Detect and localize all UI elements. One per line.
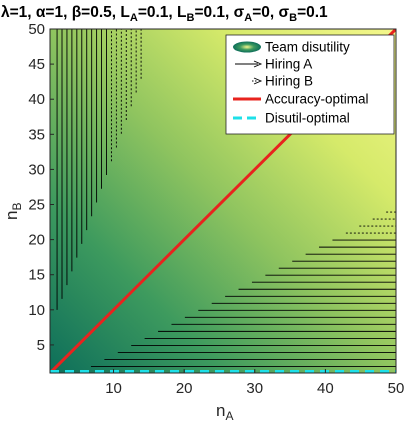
svg-text:nB: nB [2, 203, 24, 220]
title-subscript: A [244, 12, 252, 24]
y-tick-label: 35 [28, 126, 45, 143]
x-tick-label: 40 [317, 380, 334, 397]
x-tick-label: 20 [176, 380, 193, 397]
x-axis-label: nA [216, 401, 233, 423]
title-text: λ=1, α=1, β=0.5, L [1, 4, 130, 21]
legend-label-disutil-optimal: Disutil-optimal [265, 111, 350, 126]
legend-arrowhead-icon [253, 60, 263, 68]
y-tick-label: 5 [37, 337, 45, 354]
legend-contour-swatch [233, 41, 261, 53]
y-tick-label: 50 [28, 21, 45, 38]
quiver-hiring-b [56, 29, 142, 310]
x-tick-label: 30 [246, 380, 263, 397]
title-text: =0, σ [252, 4, 289, 21]
legend-label-accuracy-optimal: Accuracy-optimal [265, 92, 369, 107]
x-tick-label: 50 [388, 380, 405, 397]
legend-arrowhead-icon [253, 77, 263, 85]
legend-label-hiring-a: Hiring A [265, 57, 312, 72]
chart-title: λ=1, α=1, β=0.5, LA=0.1, LB=0.1, σA=0, σ… [1, 4, 328, 24]
y-tick-label: 45 [28, 56, 45, 73]
plot-frame [49, 28, 397, 374]
y-axis: 5 10 15 20 25 30 35 40 45 50 [28, 21, 54, 354]
y-axis-label: nB [2, 203, 24, 220]
x-axis: 10 20 30 40 50 [105, 369, 404, 397]
legend-entry-accuracy-optimal: Accuracy-optimal [233, 92, 369, 107]
title-subscript: B [187, 12, 195, 24]
title-text: =0.1, L [138, 4, 187, 21]
y-tick-label: 40 [28, 91, 45, 108]
legend-label-team-disutility: Team disutility [265, 40, 350, 55]
y-tick-label: 15 [28, 267, 45, 284]
y-tick-label: 20 [28, 232, 45, 249]
title-text: =0.1 [297, 4, 328, 21]
y-tick-label: 10 [28, 302, 45, 319]
title-subscript: A [130, 12, 138, 24]
legend-entry-team-disutility: Team disutility [233, 40, 350, 55]
title-text: =0.1, σ [194, 4, 244, 21]
legend-entry-disutil-optimal: Disutil-optimal [233, 111, 350, 126]
y-tick-label: 30 [28, 161, 45, 178]
legend: Team disutility Hiring A Hiring B Accura… [225, 34, 395, 135]
legend-label-hiring-b: Hiring B [265, 74, 313, 89]
legend-entry-hiring-a: Hiring A [235, 57, 312, 72]
legend-entry-hiring-b: Hiring B [252, 74, 313, 89]
quiver-hiring-a [90, 211, 396, 367]
y-tick-label: 25 [28, 197, 45, 214]
x-tick-label: 10 [105, 380, 122, 397]
title-subscript: B [289, 12, 297, 24]
